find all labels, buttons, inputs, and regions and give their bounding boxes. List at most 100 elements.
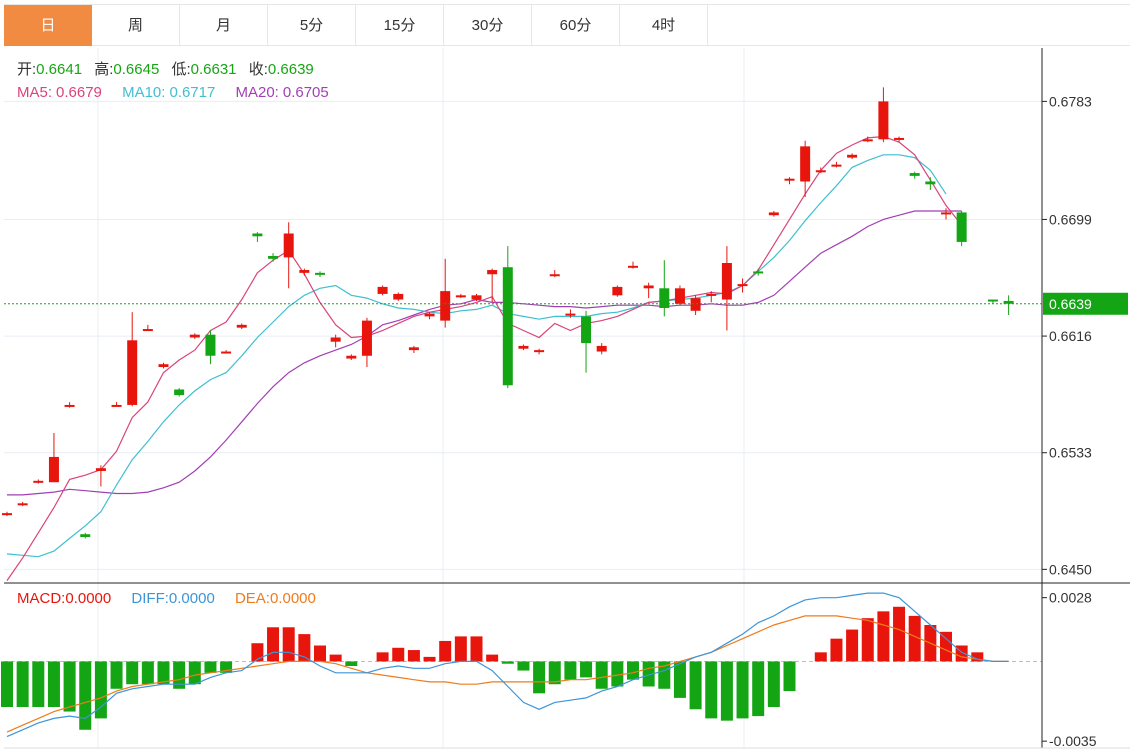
candle-body	[612, 286, 623, 296]
candle-body	[659, 288, 670, 308]
high-label: 高:	[94, 61, 113, 78]
candle-body	[706, 293, 717, 296]
candle-body	[987, 299, 998, 302]
open-value: 0.6641	[36, 61, 82, 78]
ma20-line	[7, 210, 962, 496]
candle-body	[753, 271, 764, 274]
candle-body	[549, 274, 560, 277]
candle-body	[33, 480, 44, 483]
tab-month[interactable]: 月	[180, 5, 268, 46]
tab-30min[interactable]: 30分	[444, 5, 532, 46]
ma10-value: 0.6717	[169, 84, 215, 101]
macd-bar	[110, 661, 123, 689]
tab-5min[interactable]: 5分	[268, 5, 356, 46]
macd-bar	[188, 661, 201, 685]
open-label: 开:	[17, 61, 36, 78]
macd-bar	[32, 661, 45, 707]
macd-tick-label: -0.0035	[1049, 733, 1097, 749]
close-value: 0.6639	[268, 61, 314, 78]
candle-body	[142, 329, 153, 332]
price-tick-label: 0.6699	[1049, 211, 1092, 227]
macd-bar	[126, 661, 139, 685]
macd-bar	[1, 661, 13, 707]
macd-label: MACD:	[17, 590, 65, 607]
tab-week[interactable]: 周	[92, 5, 180, 46]
candle-body	[925, 181, 936, 185]
macd-bar	[63, 661, 76, 712]
candle-body	[831, 164, 842, 167]
macd-bar	[329, 654, 342, 662]
macd-bar	[673, 661, 686, 698]
macd-bar	[486, 654, 499, 662]
macd-bar	[846, 629, 859, 662]
diff-value: 0.0000	[169, 590, 215, 607]
candle-body	[252, 233, 263, 237]
macd-bar	[627, 661, 639, 680]
macd-bar	[971, 652, 984, 662]
macd-bar	[157, 661, 170, 685]
close-label: 收:	[249, 61, 268, 78]
candle-body	[393, 293, 404, 300]
candle-body	[534, 350, 545, 353]
macd-bar	[689, 661, 702, 710]
candle-body	[440, 291, 451, 321]
macd-bar	[940, 631, 952, 662]
candle-body	[48, 456, 59, 483]
candle-body	[847, 154, 858, 158]
tab-60min[interactable]: 60分	[532, 5, 620, 46]
candle-body	[878, 101, 889, 140]
candle-body	[80, 534, 91, 538]
last-price-badge	[1043, 292, 1128, 315]
candle-body	[221, 351, 232, 354]
candle-body	[581, 316, 592, 344]
dea-value: 0.0000	[270, 590, 316, 607]
macd-bar	[439, 640, 452, 662]
macd-bar	[595, 661, 608, 689]
dea-line	[6, 615, 1009, 733]
candle-body	[361, 320, 372, 356]
macd-bar	[376, 652, 389, 662]
candle-body	[956, 212, 967, 242]
legend-ohlc: 开:0.6641 高:0.6645 低:0.6631 收:0.6639	[17, 61, 314, 78]
macd-bar	[407, 650, 420, 662]
candle-body	[690, 298, 701, 311]
macd-lines	[6, 592, 1009, 738]
ma20-label: MA20:	[236, 84, 279, 101]
macd-bar	[783, 661, 796, 692]
macd-bar	[893, 606, 906, 662]
legend-ma: MA5: 0.6679 MA10: 0.6717 MA20: 0.6705	[17, 84, 329, 101]
low-label: 低:	[171, 61, 190, 78]
macd-bar	[314, 645, 326, 662]
macd-bar	[220, 661, 233, 673]
candle-body	[283, 233, 294, 258]
candle-body	[127, 340, 138, 405]
macd-bar	[908, 615, 921, 662]
candle-body	[471, 295, 482, 300]
candle-body	[408, 347, 419, 351]
candle-body	[455, 295, 466, 298]
candle-body	[2, 513, 12, 516]
candle-body	[768, 212, 779, 216]
legend-macd: MACD:0.0000 DIFF:0.0000 DEA:0.0000	[17, 590, 316, 607]
tab-4h[interactable]: 4时	[620, 5, 708, 46]
period-tab-bar: 日 周 月 5分 15分 30分 60分 4时	[4, 4, 1130, 46]
tab-15min[interactable]: 15分	[356, 5, 444, 46]
candle-body	[346, 355, 357, 359]
macd-bar	[814, 652, 827, 662]
macd-bar	[47, 661, 60, 707]
candle-body	[737, 284, 748, 287]
tab-day[interactable]: 日	[4, 5, 92, 46]
macd-bar	[392, 647, 405, 662]
candle-body	[268, 255, 279, 259]
macd-bar	[658, 661, 671, 689]
macd-bar	[16, 661, 29, 707]
macd-tick-label: 0.0028	[1049, 590, 1092, 606]
macd-bar	[79, 661, 92, 730]
ma5-value: 0.6679	[56, 84, 102, 101]
candle-body	[518, 345, 529, 349]
candle-body	[330, 337, 341, 342]
macd-bar	[705, 661, 718, 719]
candle-body	[64, 404, 75, 407]
